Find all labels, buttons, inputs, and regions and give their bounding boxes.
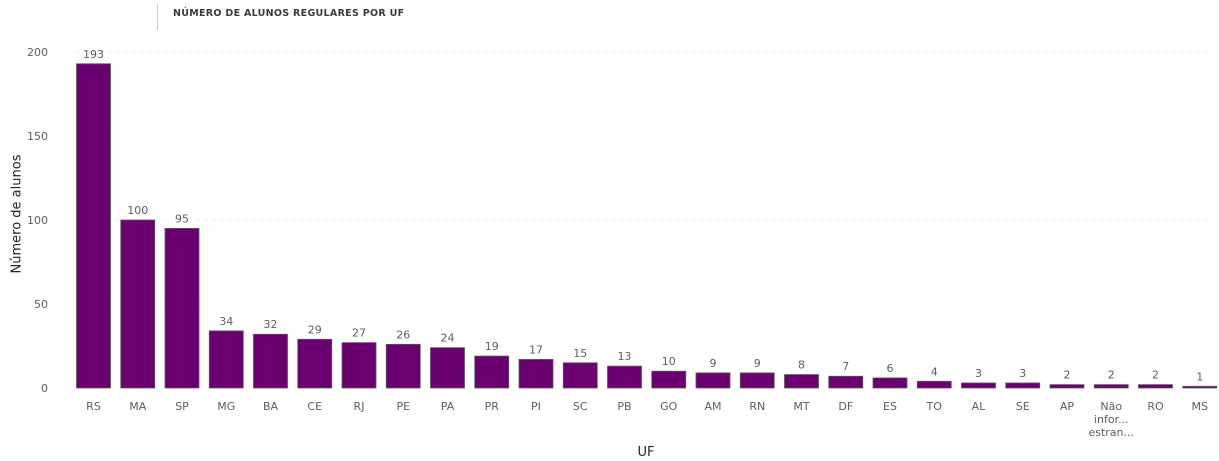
x-tick-label: GO bbox=[660, 400, 678, 413]
bar bbox=[341, 342, 377, 389]
bar bbox=[695, 372, 731, 389]
y-tick-label: 200 bbox=[27, 46, 48, 59]
x-tick-label: MT bbox=[793, 400, 809, 413]
data-label: 4 bbox=[931, 365, 938, 378]
title-divider bbox=[157, 4, 158, 30]
x-tick-label: MS bbox=[1192, 400, 1208, 413]
bar bbox=[76, 63, 111, 389]
data-label: 29 bbox=[308, 323, 322, 336]
data-label: 19 bbox=[485, 340, 499, 353]
bar bbox=[430, 347, 465, 389]
data-label: 95 bbox=[175, 212, 189, 225]
bar bbox=[1005, 382, 1041, 389]
data-label: 32 bbox=[264, 318, 278, 331]
x-tick-label: MA bbox=[129, 400, 146, 413]
data-label: 34 bbox=[219, 315, 233, 328]
x-axis-label: UF bbox=[637, 445, 655, 460]
x-tick-label: SP bbox=[175, 400, 189, 413]
bar bbox=[518, 359, 554, 389]
bar bbox=[164, 227, 200, 389]
data-label: 8 bbox=[798, 359, 805, 372]
bar bbox=[961, 382, 996, 389]
y-tick-label: 50 bbox=[34, 298, 48, 311]
x-tick-label: AM bbox=[704, 400, 721, 413]
data-label: 15 bbox=[573, 347, 587, 360]
bar bbox=[297, 338, 333, 389]
bar bbox=[1093, 384, 1129, 389]
data-label: 13 bbox=[618, 350, 632, 363]
data-label: 27 bbox=[352, 327, 366, 340]
x-tick-label: PA bbox=[441, 400, 455, 413]
x-tick-label: PR bbox=[485, 400, 500, 413]
y-tick-label: 100 bbox=[27, 214, 48, 227]
x-tick-label: AL bbox=[972, 400, 987, 413]
x-tick-label: RO bbox=[1147, 400, 1164, 413]
data-label: 17 bbox=[529, 343, 543, 356]
data-label: 9 bbox=[710, 357, 717, 370]
bar bbox=[739, 372, 775, 389]
data-label: 2 bbox=[1064, 369, 1071, 382]
bar bbox=[784, 374, 819, 389]
bar bbox=[607, 365, 642, 389]
y-tick-label: 150 bbox=[27, 130, 48, 143]
x-tick-label: DF bbox=[838, 400, 853, 413]
x-tick-label: RN bbox=[749, 400, 765, 413]
bar bbox=[1182, 385, 1218, 389]
data-label: 6 bbox=[887, 362, 894, 375]
x-tick-label: SC bbox=[573, 400, 588, 413]
data-label: 100 bbox=[127, 204, 148, 217]
data-label: 24 bbox=[441, 332, 455, 345]
x-tick-label: RS bbox=[86, 400, 101, 413]
bar bbox=[253, 333, 288, 389]
data-label: 3 bbox=[975, 367, 982, 380]
data-label: 2 bbox=[1152, 369, 1159, 382]
x-tick-label: MG bbox=[217, 400, 235, 413]
bar bbox=[120, 219, 156, 389]
bar bbox=[474, 355, 510, 389]
bar bbox=[208, 330, 244, 389]
data-label: 193 bbox=[83, 48, 104, 61]
x-tick-label: SE bbox=[1016, 400, 1030, 413]
x-tick-label: AP bbox=[1060, 400, 1075, 413]
bar bbox=[916, 380, 952, 389]
y-tick-label: 0 bbox=[41, 382, 48, 395]
x-tick-label: ES bbox=[883, 400, 897, 413]
bar bbox=[872, 377, 908, 389]
bar bbox=[562, 362, 598, 389]
data-label: 3 bbox=[1019, 367, 1026, 380]
x-tick-label: BA bbox=[263, 400, 279, 413]
data-label: 1 bbox=[1196, 370, 1203, 383]
x-tick-label: TO bbox=[926, 400, 943, 413]
x-tick-label: PE bbox=[396, 400, 410, 413]
bar bbox=[1138, 384, 1173, 389]
bar bbox=[651, 370, 687, 389]
data-label: 26 bbox=[396, 328, 410, 341]
data-label: 9 bbox=[754, 357, 761, 370]
bar bbox=[828, 375, 864, 389]
x-tick-label: RJ bbox=[354, 400, 365, 413]
x-tick-label: CE bbox=[307, 400, 322, 413]
x-tick-label: PB bbox=[617, 400, 631, 413]
chart-title: NÚMERO DE ALUNOS REGULARES POR UF bbox=[173, 8, 405, 19]
bar bbox=[1049, 384, 1085, 389]
bar bbox=[385, 343, 421, 389]
x-tick-label: PI bbox=[531, 400, 541, 413]
data-label: 10 bbox=[662, 355, 676, 368]
x-tick-label: Não infor... estran... bbox=[1088, 400, 1134, 439]
data-label: 2 bbox=[1108, 369, 1115, 382]
data-label: 7 bbox=[842, 360, 849, 373]
